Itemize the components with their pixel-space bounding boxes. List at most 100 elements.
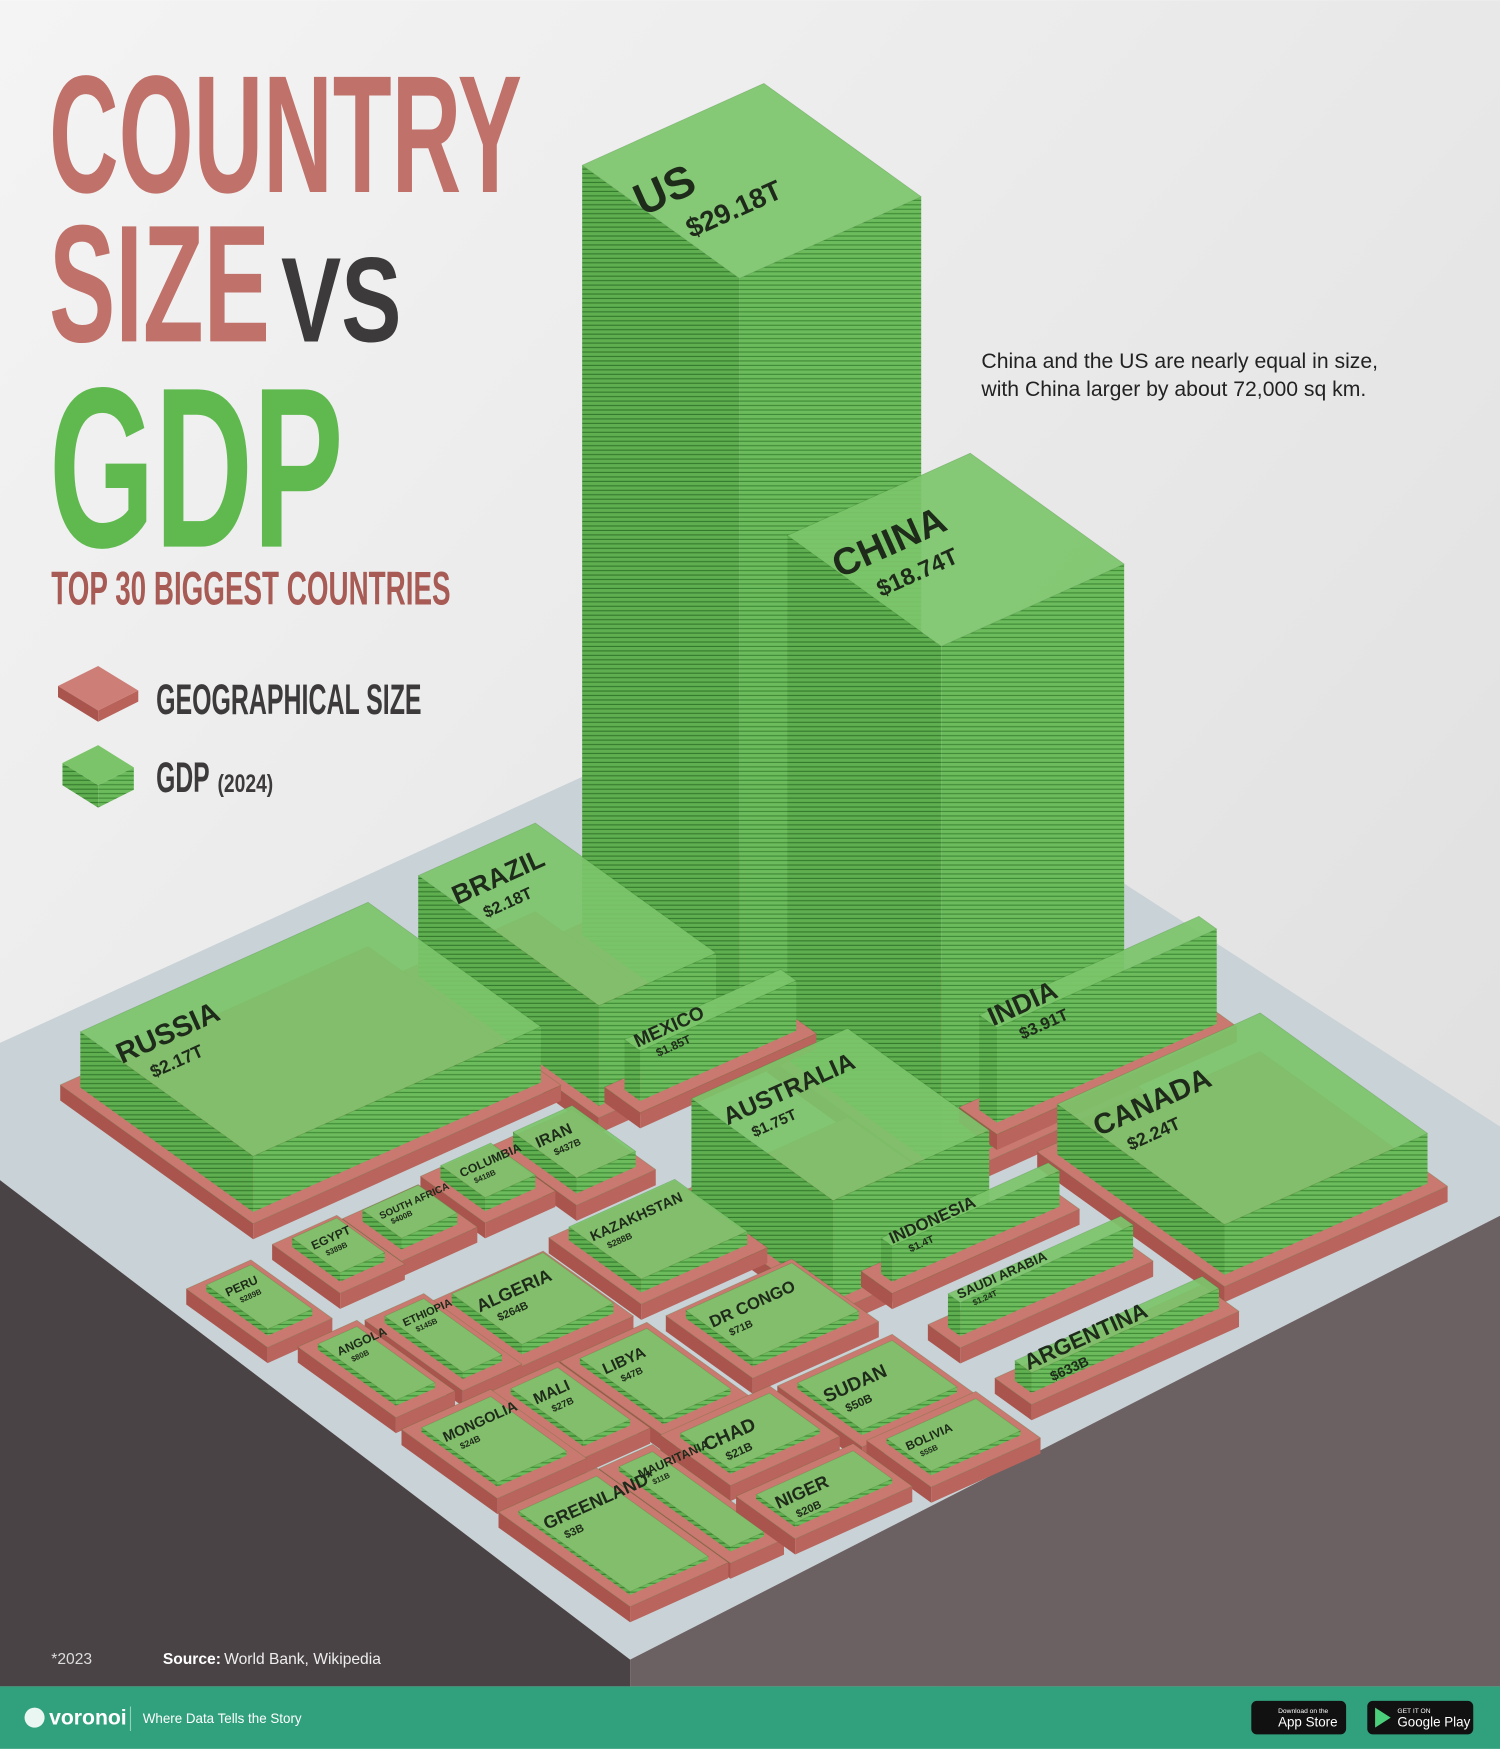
gdp-stack-top [439, 1142, 536, 1199]
gdp-stack-top [786, 452, 1125, 647]
title-size: SIZE [49, 191, 270, 377]
subtitle: TOP 30 BIGGEST COUNTRIES [51, 563, 450, 615]
land-block-side [660, 1435, 731, 1502]
gdp-stack-top [1056, 1012, 1429, 1226]
legend-label: GDP [156, 754, 210, 801]
land-block-side [665, 1315, 753, 1394]
land-block-side [395, 1390, 456, 1434]
gdp-stack-top [510, 1367, 631, 1442]
google-play-small[interactable]: GET IT ON [1397, 1708, 1430, 1715]
gdp-stack-side [663, 1388, 731, 1425]
legend-label: GEOGRAPHICAL SIZE [156, 676, 421, 723]
land-block-side [186, 1288, 268, 1364]
title-vs: VS [281, 232, 401, 367]
land-block-side [576, 1169, 656, 1221]
gdp-stack-side [947, 1293, 961, 1337]
land-block-side [927, 1324, 961, 1364]
gdp-stack-side [267, 1308, 313, 1336]
google-play-label[interactable]: Google Play [1397, 1715, 1470, 1730]
gdp-stack-top [579, 1328, 732, 1420]
gdp-stack-side [576, 1151, 636, 1194]
app-store-small[interactable]: Download on the [1278, 1708, 1328, 1715]
legend-swatch-size [98, 690, 139, 722]
land-block-side [604, 1087, 641, 1129]
gdp-stack-side [1057, 1104, 1225, 1275]
legend-swatch-gdp [98, 767, 134, 808]
gdp-stack-side [752, 1311, 859, 1367]
land-block-side [253, 1085, 561, 1240]
gdp-stack-side [881, 1238, 893, 1282]
google-play-bg[interactable] [1367, 1700, 1474, 1735]
land-block-side [548, 1237, 642, 1320]
source-label: Source: [163, 1651, 221, 1668]
land-block-side [730, 1436, 840, 1502]
gdp-stack-side [730, 1531, 764, 1552]
land-block-side [994, 1378, 1032, 1421]
plate-side-left [0, 1180, 631, 1687]
gdp-stack-top [79, 901, 542, 1157]
gdp-stack-side [787, 535, 942, 1171]
gdp-stack-side [401, 1213, 458, 1250]
app-store-label[interactable]: App Store [1278, 1715, 1337, 1730]
gdp-stack-top [623, 968, 797, 1052]
gdp-stack-side [618, 1466, 731, 1552]
land-block-side [297, 1346, 396, 1434]
land-block-side [640, 1033, 817, 1129]
brand-logo [24, 1707, 45, 1728]
gdp-stack-side [568, 1226, 642, 1293]
gdp-stack-side [862, 1386, 957, 1436]
tagline: Where Data Tells the Story [143, 1711, 302, 1726]
gdp-stack-side [979, 1015, 998, 1123]
gdp-stack-side [317, 1344, 396, 1406]
gdp-stack-top [417, 822, 717, 1007]
land-block-side [340, 1264, 405, 1309]
gdp-stack-top [512, 1105, 637, 1179]
gdp-stack-side [1224, 1133, 1428, 1275]
plate-side-right [630, 1215, 1500, 1687]
gdp-stack-side [833, 1130, 990, 1301]
gdp-stack-side [685, 1310, 753, 1367]
gdp-stack-top [581, 82, 922, 279]
gdp-stack-top [568, 1178, 748, 1280]
gdp-stack-side [691, 1098, 834, 1301]
gdp-stack-side [451, 1293, 522, 1355]
legend-swatch-gdp [62, 762, 99, 808]
country-blocks: US$29.18TCHINA$18.74TBRAZIL$2.18TRUSSIA$… [59, 82, 1449, 1623]
gdp-stack-side [756, 1494, 796, 1528]
land-block-side [960, 1261, 1154, 1364]
land-block-side [583, 1427, 651, 1474]
gdp-stack-top [796, 1340, 958, 1431]
land-block-side [730, 1539, 785, 1579]
gdp-stack-side [960, 1224, 1134, 1337]
gdp-stack-side [418, 875, 599, 1107]
legend-swatch-size [57, 665, 139, 711]
gdp-stack-side [997, 929, 1217, 1123]
land-block-side [630, 1562, 729, 1623]
source: World Bank, Wikipedia [224, 1651, 381, 1668]
gdp-stack-top [420, 1396, 568, 1483]
google-play-icon[interactable] [1375, 1707, 1391, 1728]
gdp-stack-side [462, 1354, 502, 1380]
app-store-button[interactable]: Download on the App Store [1251, 1700, 1347, 1735]
land-block-side [401, 1227, 478, 1277]
gdp-stack-side [440, 1165, 486, 1212]
land-block-side [892, 1209, 1080, 1310]
land-block-side [267, 1318, 333, 1364]
gdp-stack-top [885, 1398, 1022, 1472]
land-block-side [60, 1084, 254, 1240]
gdp-stack-top [517, 1475, 709, 1592]
gdp-stack-side [641, 1231, 748, 1293]
app-store-bg[interactable] [1251, 1700, 1347, 1735]
google-play-button[interactable]: GET IT ON Google Play [1367, 1700, 1474, 1735]
gdp-stack-side [730, 1429, 820, 1474]
gdp-stack-top [361, 1184, 458, 1239]
gdp-stack-side [1014, 1360, 1032, 1393]
gdp-stack-top [317, 1326, 436, 1401]
gdp-stack-side [521, 1303, 614, 1355]
gdp-stack-top [679, 1392, 821, 1470]
gdp-stack-side [340, 1252, 385, 1282]
brand: voronoi [49, 1706, 127, 1729]
gdp-stack-top [451, 1252, 615, 1345]
